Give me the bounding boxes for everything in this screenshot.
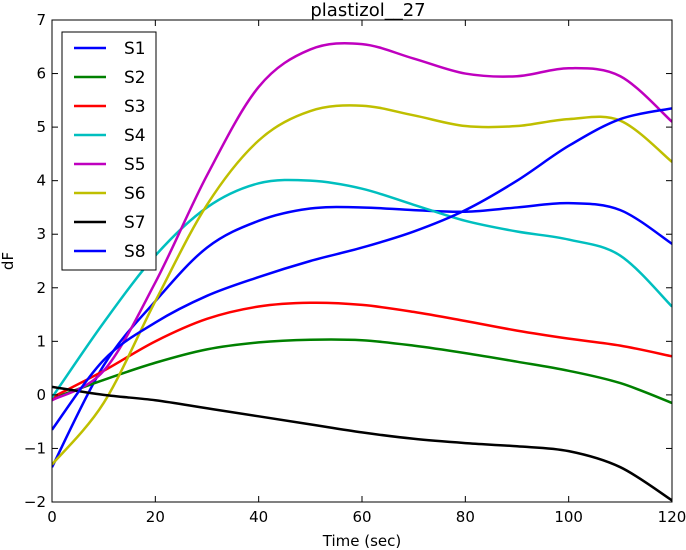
y-axis-label: dF	[0, 252, 17, 270]
y-tick-label: 1	[36, 332, 46, 350]
legend-label-s1: S1	[124, 39, 146, 59]
x-tick-label: 100	[554, 508, 583, 526]
ticks-layer: 0 20 40 60 80 100 120 −2 −1 0 1 2 3 4 5 6 7	[24, 11, 686, 526]
legend: S1 S2 S3 S4 S5 S6 S7 S8	[61, 31, 157, 271]
y-tick-label: −2	[24, 493, 46, 511]
legend-label-s6: S6	[124, 184, 146, 204]
legend-label-s3: S3	[124, 97, 146, 117]
y-tick-label: 4	[36, 172, 46, 190]
x-tick-label: 60	[352, 508, 371, 526]
legend-label-s2: S2	[124, 68, 146, 88]
y-tick-label: −1	[24, 439, 46, 457]
chart-title: plastizol__27	[310, 0, 425, 21]
y-tick-label: 3	[36, 225, 46, 243]
legend-box	[61, 31, 157, 271]
x-axis-label: Time (sec)	[322, 532, 401, 550]
series-line-s8	[52, 107, 672, 431]
series-line-s6	[52, 104, 672, 466]
series-line-s7	[52, 385, 672, 502]
series-line-s3	[52, 301, 672, 399]
x-tick-label: 120	[658, 508, 686, 526]
y-tick-label: 7	[36, 11, 46, 29]
legend-label-s8: S8	[124, 242, 146, 262]
x-tick-label: 20	[146, 508, 165, 526]
series-line-s5	[52, 41, 672, 402]
y-tick-label: 0	[36, 386, 46, 404]
series-line-s1	[52, 201, 672, 468]
y-tick-label: 6	[36, 65, 46, 83]
y-tick-label: 5	[36, 118, 46, 136]
x-tick-label: 40	[249, 508, 268, 526]
x-tick-label: 80	[456, 508, 475, 526]
x-tick-label: 0	[47, 508, 57, 526]
series-line-s2	[52, 338, 672, 405]
y-tick-label: 2	[36, 279, 46, 297]
legend-label-s4: S4	[124, 126, 146, 146]
legend-label-s5: S5	[124, 155, 146, 175]
legend-label-s7: S7	[124, 213, 146, 233]
